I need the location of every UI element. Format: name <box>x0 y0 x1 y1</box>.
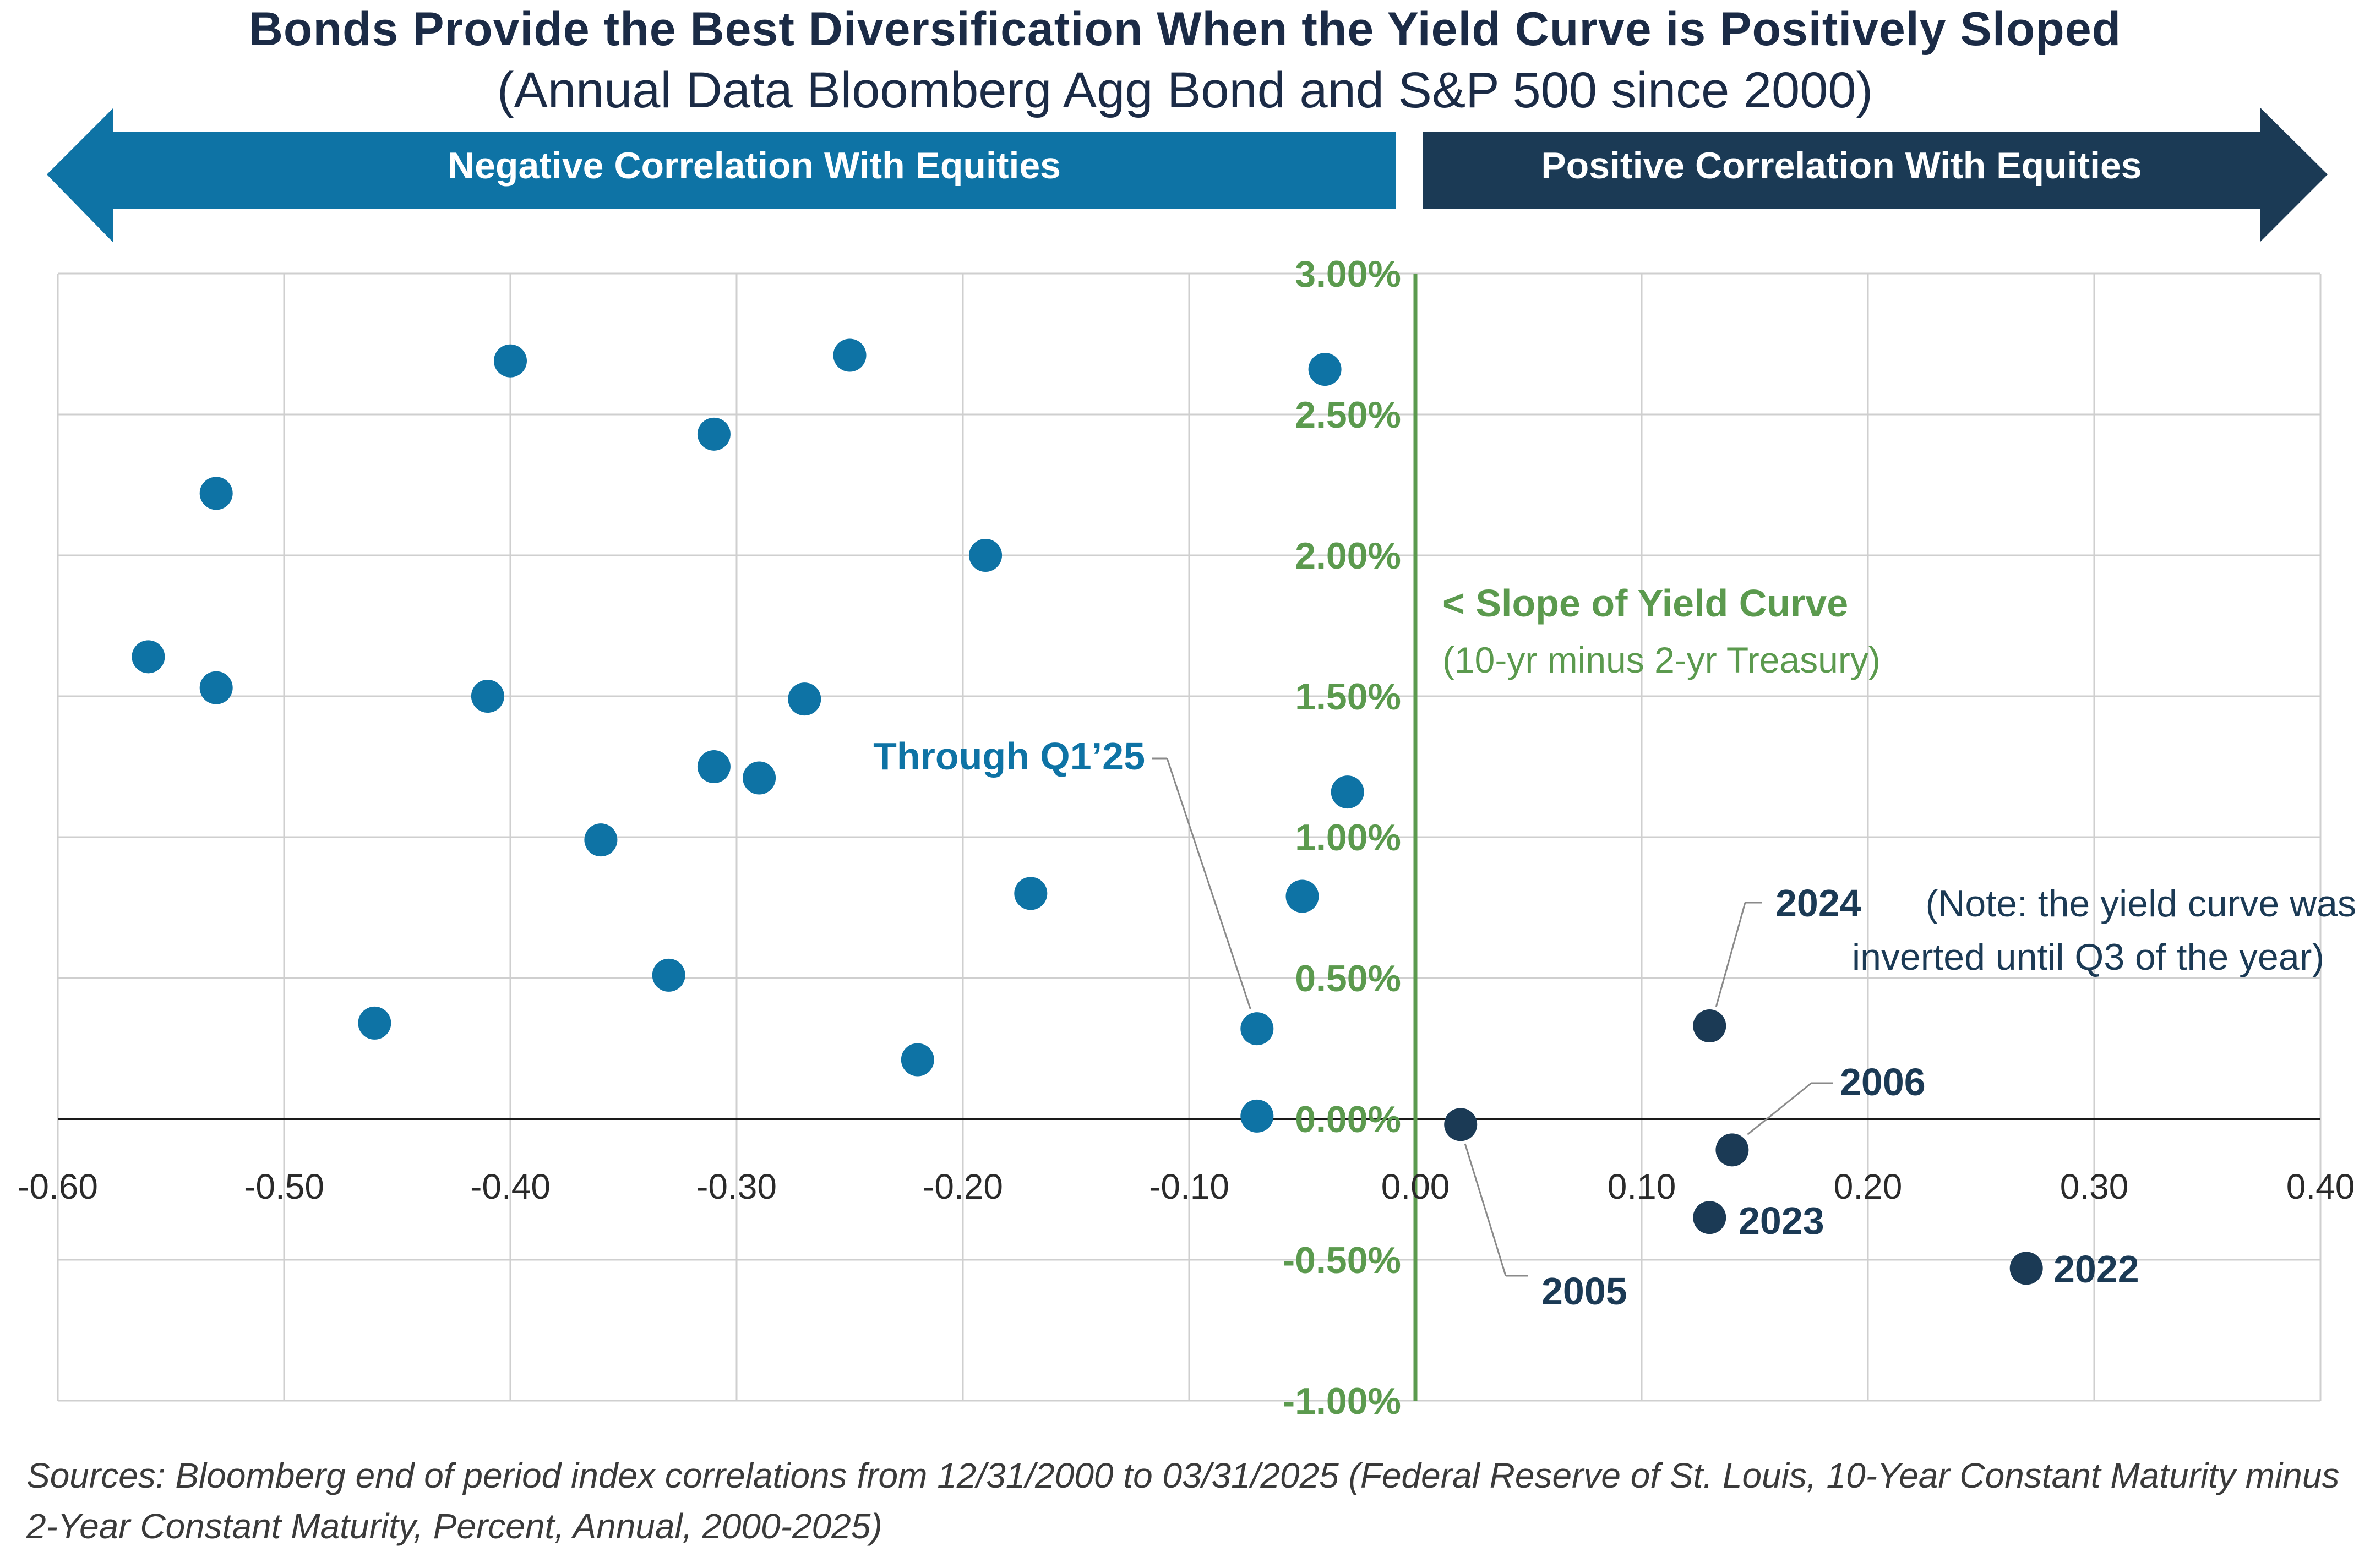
correlation-banner <box>47 107 2328 242</box>
scatter-point <box>1331 775 1364 809</box>
y-tick-label: 3.00% <box>1295 253 1401 295</box>
scatter-point <box>1693 1009 1726 1043</box>
label-2024: 2024 <box>1775 882 1861 925</box>
scatter-point <box>1444 1108 1478 1141</box>
y-tick-label: -1.00% <box>1283 1380 1401 1422</box>
scatter-point <box>697 417 731 451</box>
y-tick-label: 2.00% <box>1295 535 1401 577</box>
scatter-point <box>358 1006 391 1040</box>
x-tick-label: 0.00 <box>1381 1167 1450 1206</box>
x-tick-label: -0.50 <box>244 1167 324 1206</box>
scatter-point <box>584 823 618 857</box>
label-2006: 2006 <box>1840 1061 1926 1103</box>
note-2024-line2: inverted until Q3 of the year) <box>1852 936 2324 978</box>
y-tick-label: 0.50% <box>1295 958 1401 999</box>
scatter-point <box>199 477 233 510</box>
leader-line <box>1715 902 1746 1007</box>
x-tick-label: -0.40 <box>470 1167 551 1206</box>
x-tick-label: -0.20 <box>923 1167 1003 1206</box>
scatter-point <box>2009 1252 2043 1285</box>
gridlines <box>57 272 2322 1402</box>
scatter-point <box>652 958 685 992</box>
scatter-point <box>1240 1012 1274 1046</box>
y-axis-subtitle: (10-yr minus 2-yr Treasury) <box>1442 640 1881 680</box>
scatter-point <box>1308 353 1342 386</box>
x-tick-label: 0.20 <box>1834 1167 1903 1206</box>
scatter-point <box>1014 877 1048 910</box>
through-q1-25-label: Through Q1’25 <box>873 735 1145 778</box>
y-tick-labels: 3.00% 2.50% 2.00% 1.50% 1.00% 0.50% 0.00% -0.50… <box>1283 253 1401 1422</box>
x-tick-label: -0.10 <box>1149 1167 1229 1206</box>
note-2024-line1: (Note: the yield curve was <box>1926 883 2356 925</box>
scatter-point <box>199 671 233 704</box>
x-tick-label: -0.30 <box>696 1167 777 1206</box>
leader-line <box>1166 758 1251 1009</box>
leader-lines <box>1152 757 1833 1277</box>
x-tick-label: 0.40 <box>2286 1167 2355 1206</box>
chart-title: Bonds Provide the Best Diversification W… <box>248 3 2122 56</box>
scatter-point <box>1285 879 1319 913</box>
x-tick-label: 0.30 <box>2060 1167 2129 1206</box>
chart-subtitle: (Annual Data Bloomberg Agg Bond and S&P … <box>497 62 1873 118</box>
label-2005: 2005 <box>1541 1270 1627 1313</box>
x-tick-label: 0.10 <box>1608 1167 1676 1206</box>
x-tick-labels: -0.60 -0.50 -0.40 -0.30 -0.20 -0.10 0.00 0.10 0.… <box>18 1167 2355 1206</box>
scatter-point <box>132 640 165 674</box>
scatter-point <box>901 1043 934 1077</box>
negative-correlation-arrow <box>47 108 1396 242</box>
data-points <box>132 338 2043 1285</box>
scatter-point <box>969 539 1003 572</box>
negative-correlation-label: Negative Correlation With Equities <box>448 145 1061 187</box>
leader-line <box>1464 1143 1507 1276</box>
y-tick-label: 0.00% <box>1295 1099 1401 1140</box>
scatter-point <box>1240 1099 1274 1133</box>
scatter-point <box>833 338 867 372</box>
label-2022: 2022 <box>2053 1248 2139 1291</box>
scatter-point <box>697 750 731 783</box>
axes <box>58 274 2320 1401</box>
positive-correlation-arrow <box>1423 107 2328 242</box>
tick-labels: -0.60 -0.50 -0.40 -0.30 -0.20 -0.10 0.00 0.10 0.… <box>18 253 2355 1422</box>
y-tick-label: 1.50% <box>1295 676 1401 718</box>
y-tick-label: -0.50% <box>1283 1239 1401 1281</box>
y-axis-title: < Slope of Yield Curve <box>1442 582 1848 625</box>
leader-line <box>1747 1082 1812 1135</box>
sources-note: Sources: Bloomberg end of period index c… <box>26 1456 2340 1546</box>
scatter-point <box>788 682 821 716</box>
x-tick-label: -0.60 <box>18 1167 98 1206</box>
scatter-point <box>494 344 527 378</box>
scatter-point <box>743 761 776 795</box>
scatter-point <box>1693 1201 1726 1234</box>
scatter-point <box>1715 1133 1749 1167</box>
label-2023: 2023 <box>1739 1199 1824 1242</box>
y-tick-label: 1.00% <box>1295 817 1401 859</box>
y-tick-label: 2.50% <box>1295 394 1401 436</box>
positive-correlation-label: Positive Correlation With Equities <box>1541 145 2142 187</box>
scatter-point <box>471 680 504 713</box>
